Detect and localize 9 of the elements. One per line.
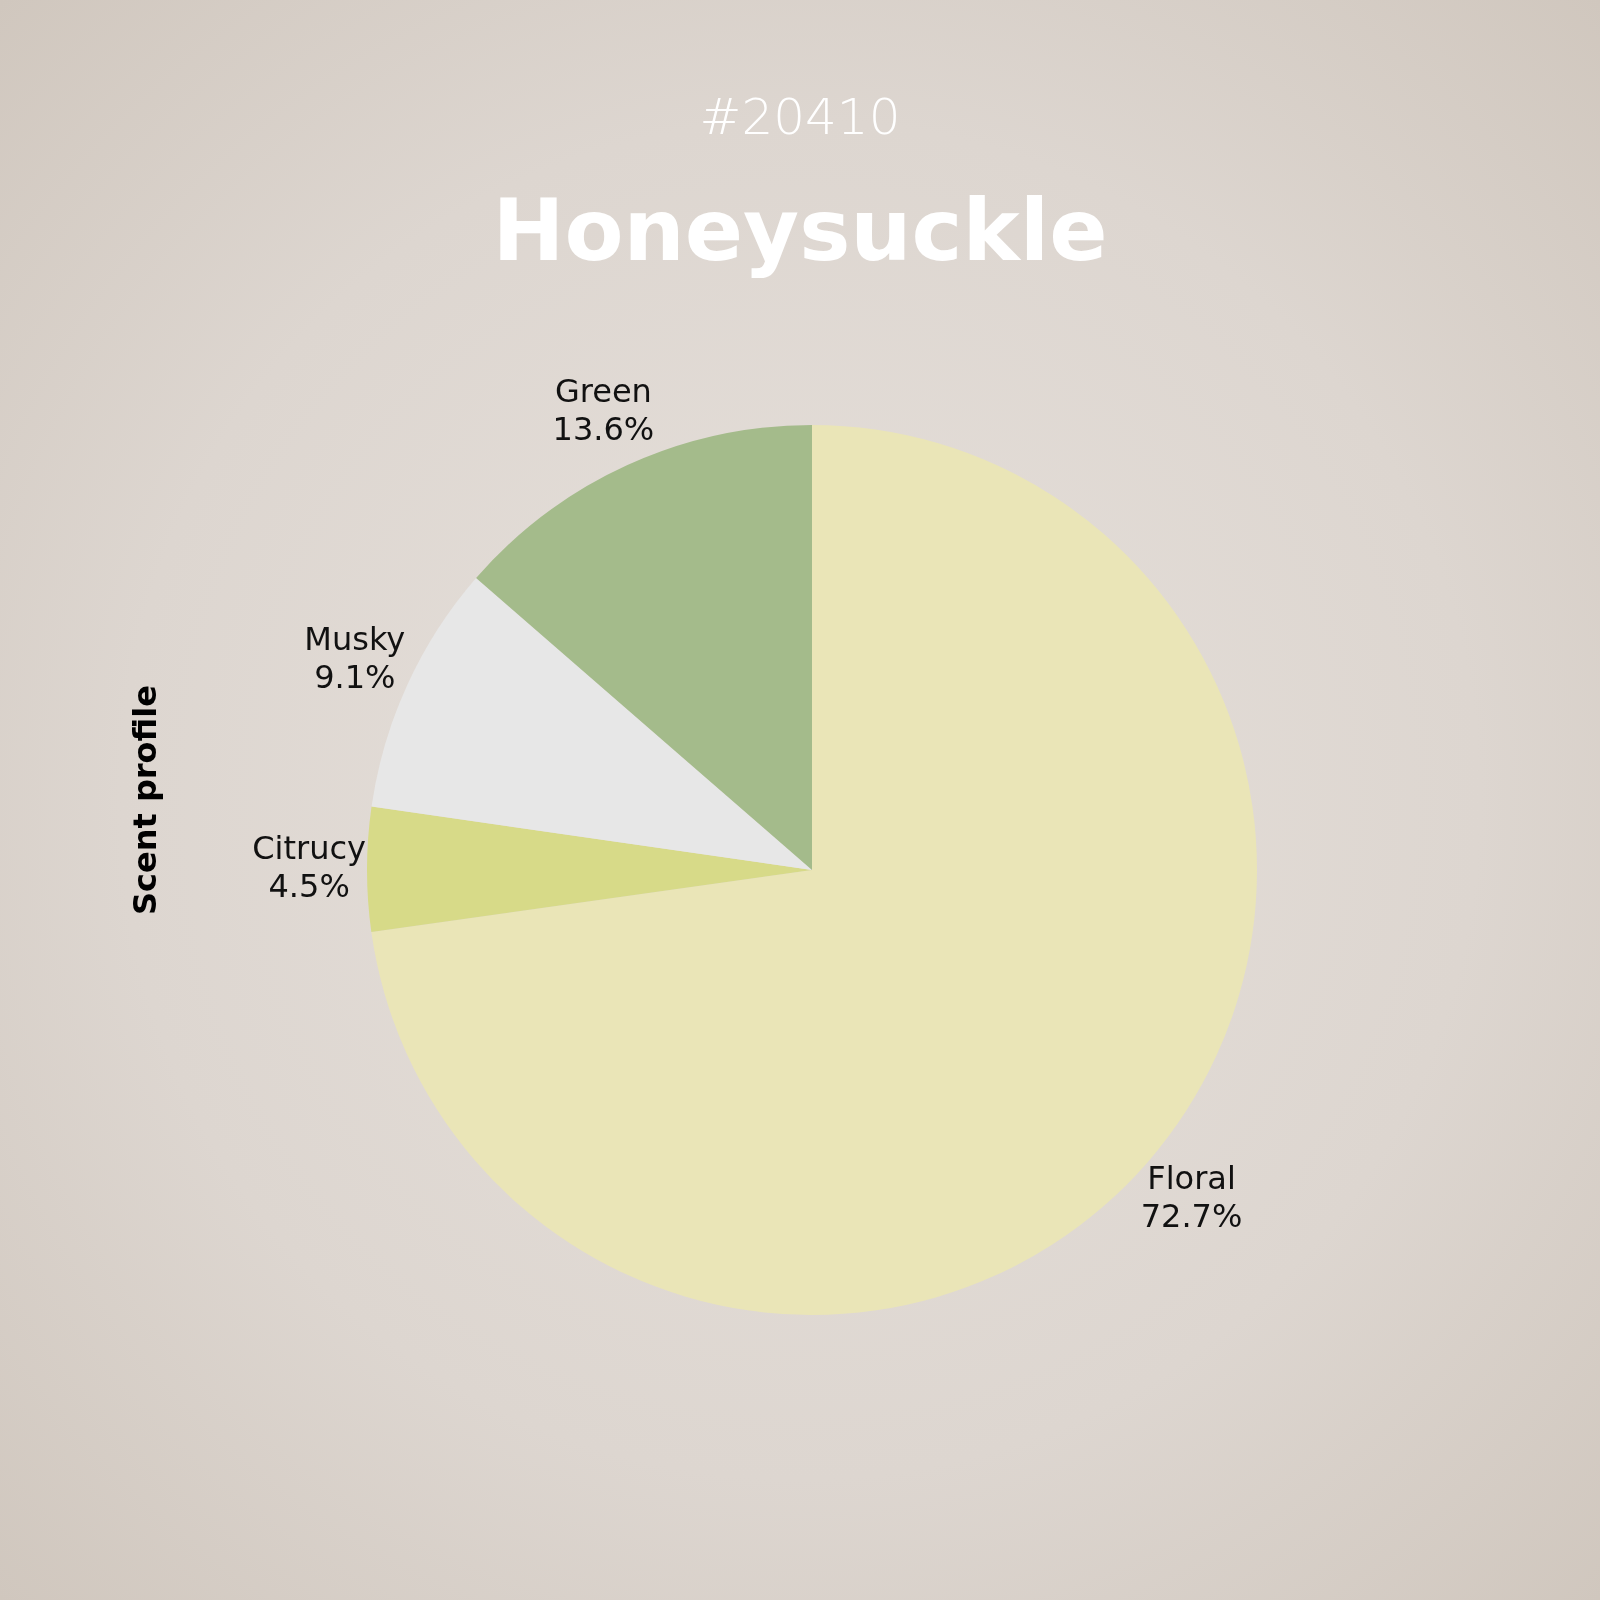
slice-label: Citrucy (252, 828, 367, 867)
slice-label: Musky (304, 620, 406, 659)
slice-label: Green (554, 371, 652, 410)
data-label: 9.1% (314, 658, 396, 697)
slice-label: Floral (1147, 1159, 1236, 1198)
data-label: 13.6% (552, 409, 655, 448)
text: Scent profile (126, 685, 164, 915)
data-label: 72.7% (1140, 1197, 1243, 1236)
data-label: 4.5% (268, 866, 350, 905)
